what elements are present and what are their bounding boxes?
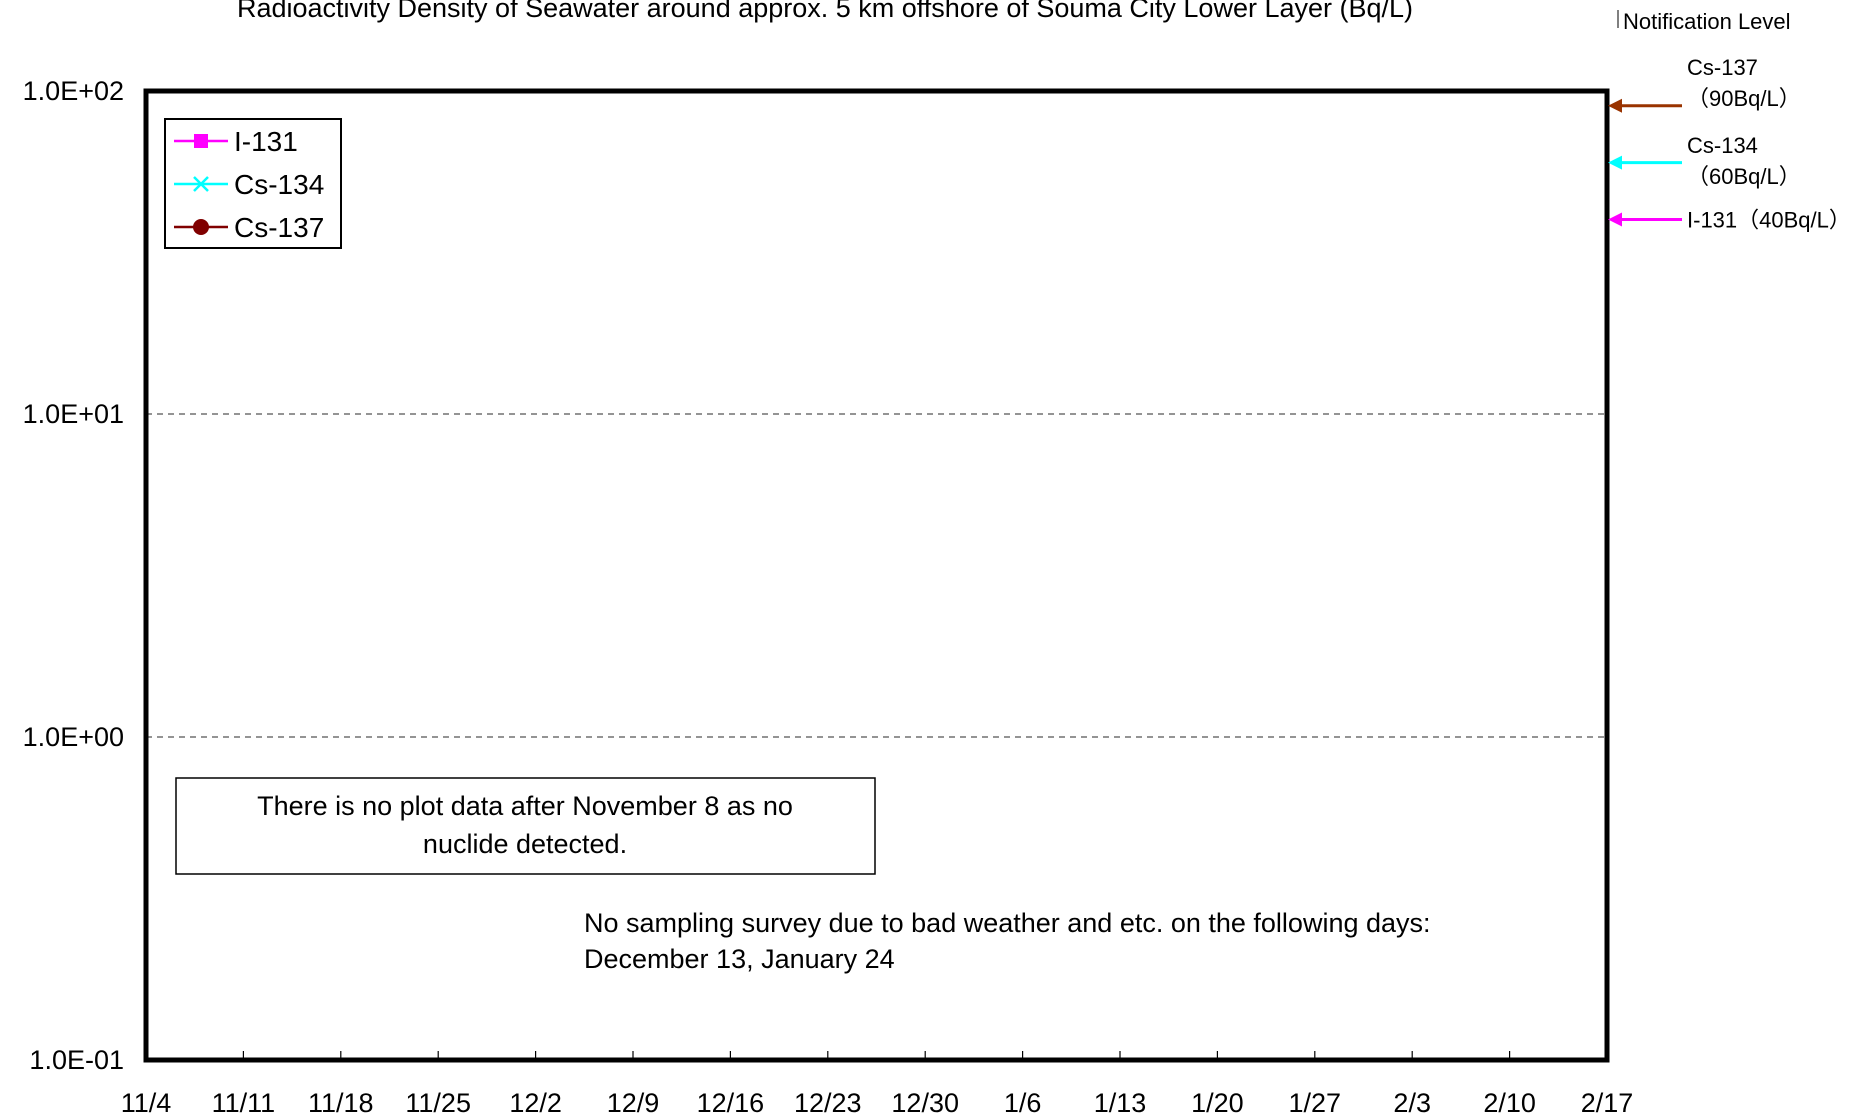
x-tick-label: 12/9 bbox=[607, 1088, 660, 1115]
notification-value: （90Bq/L） bbox=[1687, 86, 1801, 111]
notification-label: Cs-137 bbox=[1687, 55, 1758, 80]
x-tick-label: 2/10 bbox=[1483, 1088, 1536, 1115]
y-tick-label: 1.0E+01 bbox=[23, 399, 124, 429]
notification-levels: Notification Level Cs-137 （90Bq/L） Cs-134 （… bbox=[1608, 9, 1851, 233]
x-tick-label: 1/13 bbox=[1094, 1088, 1147, 1115]
x-tick-label: 1/20 bbox=[1191, 1088, 1244, 1115]
notification-arrowhead bbox=[1608, 156, 1622, 170]
no-sampling-note-line-1: No sampling survey due to bad weather an… bbox=[584, 908, 1431, 938]
legend-marker-square bbox=[194, 134, 208, 148]
x-tick-label: 11/25 bbox=[405, 1088, 471, 1115]
y-tick-label: 1.0E-01 bbox=[29, 1045, 124, 1075]
notification-arrowhead bbox=[1608, 213, 1622, 227]
no-data-note: There is no plot data after November 8 a… bbox=[176, 778, 875, 874]
y-tick-label: 1.0E+00 bbox=[23, 722, 124, 752]
x-tick-label: 2/17 bbox=[1581, 1088, 1634, 1115]
chart-title: Radioactivity Density of Seawater around… bbox=[237, 0, 1413, 23]
y-tick-label: 1.0E+02 bbox=[23, 76, 124, 106]
grid-lines bbox=[146, 414, 1607, 737]
x-tick-label: 1/27 bbox=[1289, 1088, 1342, 1115]
x-tick-label: 11/4 bbox=[121, 1088, 172, 1115]
notification-level-heading: Notification Level bbox=[1623, 9, 1791, 34]
x-tick-label: 12/2 bbox=[509, 1088, 562, 1115]
x-tick-labels: 11/4 11/11 11/18 11/25 12/2 12/9 12/16 12/23 12/… bbox=[121, 1088, 1634, 1115]
legend-label: Cs-134 bbox=[234, 169, 324, 200]
no-sampling-note-line-2: December 13, January 24 bbox=[584, 944, 895, 974]
y-tick-labels: 1.0E+02 1.0E+01 1.0E+00 1.0E-01 bbox=[23, 76, 124, 1075]
x-tick-label: 2/3 bbox=[1393, 1088, 1431, 1115]
x-tick-label: 12/23 bbox=[794, 1088, 862, 1115]
legend-marker-circle bbox=[193, 219, 209, 235]
x-tick-label: 11/11 bbox=[212, 1088, 276, 1115]
no-data-note-line-2: nuclide detected. bbox=[423, 829, 627, 859]
legend: I-131 Cs-134 Cs-137 bbox=[165, 119, 341, 248]
x-tick-label: 12/30 bbox=[891, 1088, 959, 1115]
notification-arrowhead bbox=[1608, 99, 1622, 113]
x-tick-label: 12/16 bbox=[697, 1088, 765, 1115]
no-data-note-line-1: There is no plot data after November 8 a… bbox=[257, 791, 793, 821]
legend-label: Cs-137 bbox=[234, 212, 324, 243]
x-tick-label: 11/18 bbox=[308, 1088, 374, 1115]
x-tick-label: 1/6 bbox=[1004, 1088, 1042, 1115]
notification-value: （60Bq/L） bbox=[1687, 164, 1801, 189]
legend-label: I-131 bbox=[234, 126, 298, 157]
no-sampling-note: No sampling survey due to bad weather an… bbox=[584, 908, 1431, 974]
notification-label: Cs-134 bbox=[1687, 133, 1758, 158]
notification-label: I-131（40Bq/L） bbox=[1687, 208, 1851, 233]
